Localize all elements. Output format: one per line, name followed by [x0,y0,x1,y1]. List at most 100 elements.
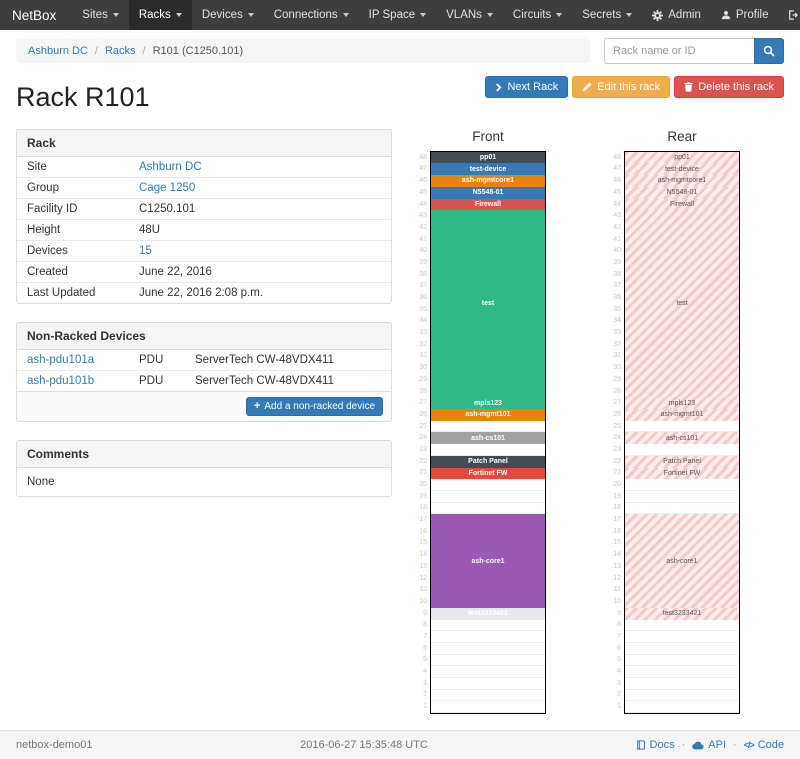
app-brand[interactable]: NetBox [12,7,57,23]
search-input[interactable] [604,38,754,64]
unit-number: 46 [419,177,427,185]
nonracked-row: ash-pdu101b PDU ServerTech CW-48VDX411 [17,369,391,391]
rack-device-ash-mgmt101[interactable]: ash-mgmt101 [431,409,545,421]
unit-number: 6 [617,644,621,652]
footer-link-code[interactable]: </> Code [744,739,784,751]
unit-number: 16 [613,527,621,535]
rack-device-ash-mgmtcore1[interactable]: ash-mgmtcore1 [625,175,739,187]
delete-rack-button[interactable]: Delete this rack [674,76,784,98]
nav-item-label: Admin [668,9,701,21]
breadcrumb-item[interactable]: Racks [104,45,136,57]
unit-number: 27 [419,399,427,407]
rack-device-patch-panel[interactable]: Patch Panel [625,455,739,468]
device-link[interactable]: ash-pdu101b [27,374,95,387]
unit-number: 11 [419,586,427,594]
search-button[interactable] [754,38,784,64]
unit-number: 26 [419,410,427,418]
rack-elevations: Front 48 47 46 45 44 43 42 41 40 39 38 37 36 35 34 33 32… [416,129,740,715]
unit-number: 21 [613,469,621,477]
nav-item-profile[interactable]: Profile [711,0,779,30]
nav-item-secrets[interactable]: Secrets [572,0,642,30]
unit-number: 33 [613,329,621,337]
rack-empty-slot [625,503,739,515]
attr-value-link[interactable]: Ashburn DC [139,160,202,173]
unit-number: 41 [613,235,621,243]
rack-empty-slot [431,643,545,655]
nav-item-label: Circuits [512,9,552,21]
unit-number: 10 [613,597,621,605]
nav-item-logout[interactable]: Log out [778,0,800,30]
unit-number: 14 [419,551,427,559]
unit-number: 7 [423,632,427,640]
unit-number: 44 [613,200,621,208]
rack-device-test3233421[interactable]: test3233421 [625,607,739,620]
rack-device-ash-mgmt101[interactable]: ash-mgmt101 [625,409,739,421]
rack-device-test[interactable]: test [625,210,739,398]
attr-label: Last Updated [17,281,129,303]
rack-device-patch-panel[interactable]: Patch Panel [431,455,545,468]
search-icon [763,45,775,57]
nav-item-vlans[interactable]: VLANs [436,0,503,30]
rack-device-firewall[interactable]: Firewall [431,198,545,211]
rack-device-ash-cs101[interactable]: ash-cs101 [625,432,739,445]
nav-item-connections[interactable]: Connections [264,0,359,30]
device-link[interactable]: ash-pdu101a [27,353,95,366]
rack-device-ash-cs101[interactable]: ash-cs101 [431,432,545,445]
unit-number: 42 [613,223,621,231]
attr-row: Created June 22, 2016 [17,260,391,283]
nav-item-circuits[interactable]: Circuits [503,0,572,30]
rack-device-test-device[interactable]: test-device [431,163,545,176]
rack-front: Front 48 47 46 45 44 43 42 41 40 39 38 37 36 35 34 33 32… [416,129,546,715]
rack-device-n5548-01[interactable]: N5548-01 [431,186,545,199]
unit-gutter-front: 48 47 46 45 44 43 42 41 40 39 38 37 36 35 34 33 32 31 30 29… [416,151,430,714]
unit-number: 34 [613,317,621,325]
rack-device-firewall[interactable]: Firewall [625,198,739,211]
rack-device-fortinet-fw[interactable]: Fortinet FW [431,467,545,480]
nav-item-admin[interactable]: Admin [642,0,711,30]
breadcrumb-item[interactable]: Ashburn DC [28,45,88,57]
rack-device-pp01[interactable]: pp01 [431,151,545,164]
nav-item-racks[interactable]: Racks [128,0,192,30]
delete-rack-label: Delete this rack [698,81,774,93]
footer-link-docs[interactable]: Docs [636,739,675,751]
rack-panel: Rack Site Ashburn DC Group Cage 1250 Facilit… [16,128,392,304]
rack-device-pp01[interactable]: pp01 [625,151,739,164]
unit-number: 25 [419,422,427,430]
unit-number: 45 [419,188,427,196]
nav-item-sites[interactable]: Sites [72,0,129,30]
attr-value: 15 [129,239,391,262]
add-nonracked-device-button[interactable]: + Add a non-racked device [245,396,383,416]
rack-device-ash-core1[interactable]: ash-core1 [431,514,545,608]
unit-number: 43 [419,212,427,220]
nav-item-label: VLANs [446,9,482,21]
nav-item-label: Racks [138,9,171,21]
nav-item-devices[interactable]: Devices [192,0,264,30]
rack-device-test-device[interactable]: test-device [625,163,739,176]
chevron-down-icon [342,13,349,17]
rack-device-test[interactable]: test [431,210,545,398]
nonracked-footer: + Add a non-racked device [17,390,391,421]
comments-panel: Comments None [16,439,392,497]
attr-value: C1250.101 [129,197,391,220]
rack-device-ash-mgmtcore1[interactable]: ash-mgmtcore1 [431,175,545,187]
attr-value-link[interactable]: 15 [139,244,152,257]
attr-value-link[interactable]: Cage 1250 [139,181,196,194]
rack-device-n5548-01[interactable]: N5548-01 [625,186,739,199]
rack-device-test3233421[interactable]: test3233421 [431,607,545,620]
next-rack-button[interactable]: Next Rack [485,76,569,98]
device-type-cell: ServerTech CW-48VDX411 [185,369,391,391]
rack-device-mpls123[interactable]: mpls123 [431,397,545,410]
rack-device-fortinet-fw[interactable]: Fortinet FW [625,467,739,480]
edit-rack-button[interactable]: Edit this rack [572,76,671,98]
rack-device-ash-core1[interactable]: ash-core1 [625,514,739,608]
nav-item-ip-space[interactable]: IP Space [359,0,436,30]
rack-empty-slot [625,678,739,690]
unit-number: 23 [613,445,621,453]
unit-number: 39 [613,258,621,266]
unit-number: 28 [419,387,427,395]
nav-item-label: Secrets [582,9,622,21]
unit-number: 32 [419,340,427,348]
footer-link-api[interactable]: API [692,739,726,751]
attr-value: Cage 1250 [129,176,391,199]
rack-device-mpls123[interactable]: mpls123 [625,397,739,410]
